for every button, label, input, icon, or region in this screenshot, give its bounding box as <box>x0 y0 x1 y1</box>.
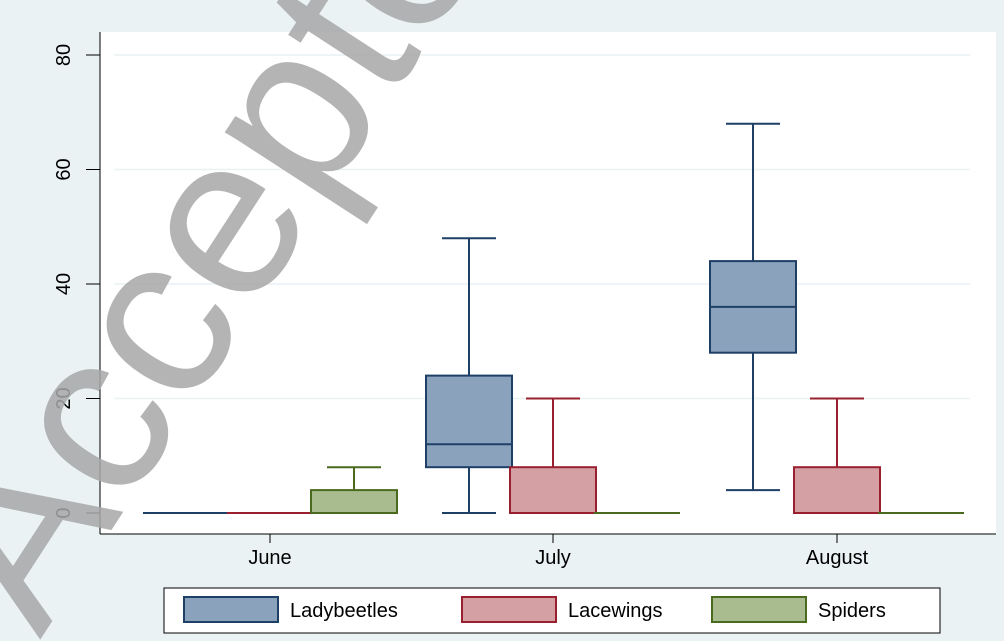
legend-label: Ladybeetles <box>290 600 398 622</box>
legend-swatch <box>711 596 807 623</box>
y-tick-label: 80 <box>53 44 75 66</box>
legend-label: Lacewings <box>568 600 663 622</box>
box-body <box>425 374 513 469</box>
box-body <box>793 466 881 515</box>
box-body <box>509 466 597 515</box>
box-spiders-june <box>310 466 398 515</box>
legend-label: Spiders <box>818 600 886 622</box>
box-lacewings-july <box>509 397 597 515</box>
y-tick-label: 40 <box>53 273 75 295</box>
x-axis: June July August <box>100 533 996 569</box>
legend-swatch <box>183 596 279 623</box>
y-tick-label: 60 <box>53 158 75 180</box>
y-tick-label: 20 <box>53 387 75 409</box>
x-tick-label: August <box>806 547 869 569</box>
x-tick-label: June <box>248 547 291 569</box>
x-tick-label: July <box>535 547 571 569</box>
box-lacewings-august <box>793 397 881 515</box>
y-tick-label: 0 <box>53 507 75 518</box>
box-series <box>143 122 964 515</box>
plot-area <box>100 32 996 534</box>
box-ladybeetles-august <box>709 122 797 492</box>
legend-swatch <box>461 596 557 623</box>
legend: Ladybeetles Lacewings Spiders <box>163 587 941 634</box>
y-axis: 0 20 40 60 80 <box>53 32 101 534</box>
box-body <box>310 489 398 515</box>
box-ladybeetles-july <box>425 237 513 514</box>
